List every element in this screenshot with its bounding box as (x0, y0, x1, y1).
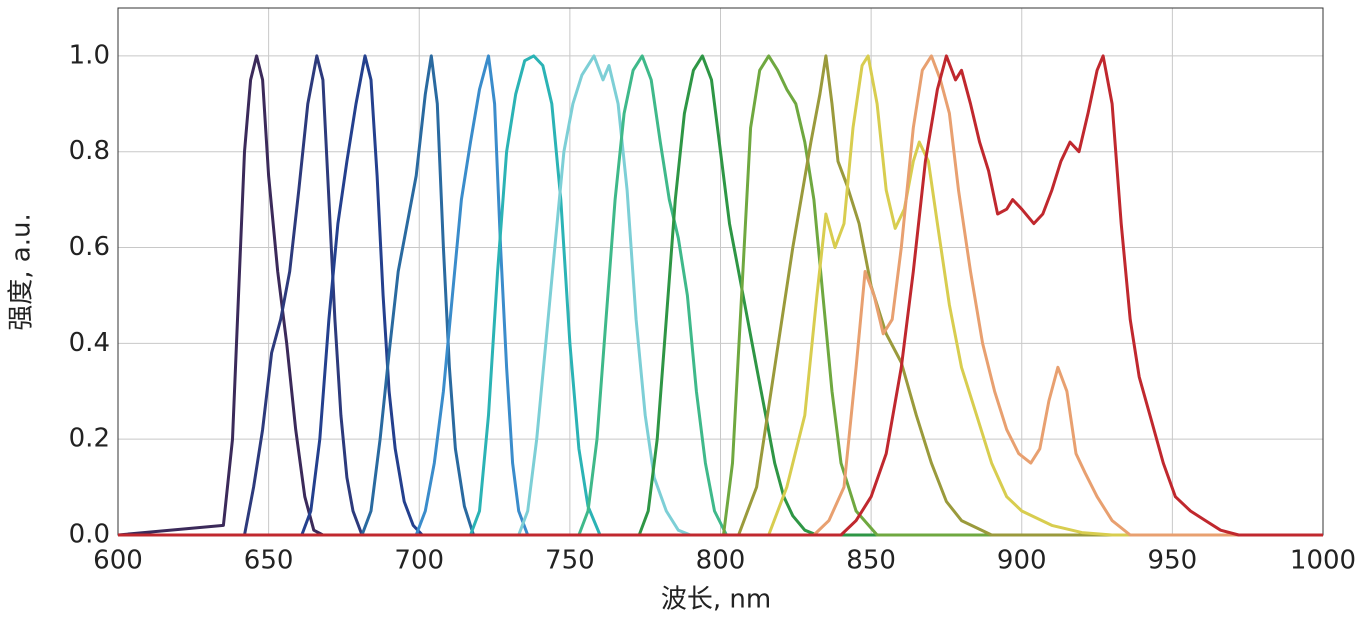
spectrum-line (118, 54, 1323, 537)
y-tick-label: 0.2 (69, 424, 110, 454)
y-tick-label: 1.0 (69, 40, 110, 70)
y-tick-label: 0.4 (69, 328, 110, 358)
spectrum-line (118, 54, 1323, 537)
x-tick-label: 1000 (1290, 546, 1356, 576)
spectrum-line (118, 54, 1323, 537)
x-tick-label: 800 (696, 546, 746, 576)
x-tick-label: 700 (394, 546, 444, 576)
x-tick-label: 950 (1148, 546, 1198, 576)
x-tick-label: 850 (846, 546, 896, 576)
x-tick-label: 750 (545, 546, 595, 576)
spectrum-line (118, 54, 1323, 537)
spectrum-line (118, 54, 1323, 537)
x-axis-label: 波长, nm (661, 585, 771, 615)
y-tick-label: 0.6 (69, 232, 110, 262)
y-axis-label: 强度, a.u. (7, 213, 37, 330)
spectrum-line (118, 54, 1323, 537)
x-tick-label: 600 (93, 546, 143, 576)
x-tick-label: 650 (244, 546, 294, 576)
spectrum-line (118, 54, 1323, 537)
y-tick-label: 0.0 (69, 520, 110, 550)
y-tick-label: 0.8 (69, 136, 110, 166)
spectrum-line (118, 54, 1323, 537)
x-tick-label: 900 (997, 546, 1047, 576)
spectrum-line (118, 54, 1323, 537)
spectrum-line (118, 54, 1323, 537)
spectrum-line (118, 54, 1323, 537)
